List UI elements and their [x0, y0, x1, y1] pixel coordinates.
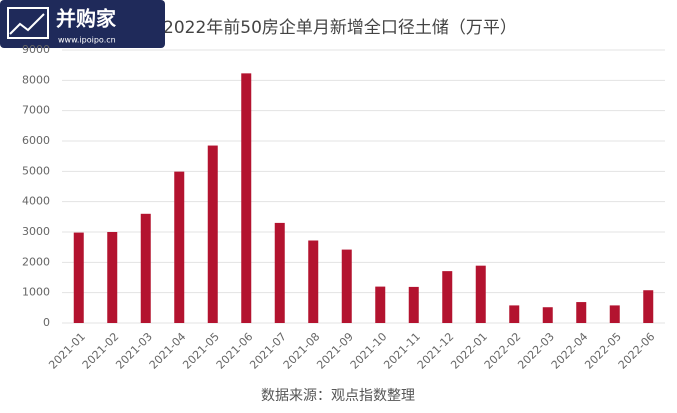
y-tick-label: 2000: [22, 255, 50, 268]
y-tick-label: 3000: [22, 225, 50, 238]
bar: [408, 286, 419, 323]
y-tick-label: 1000: [22, 286, 50, 299]
logo-box: [0, 0, 165, 48]
x-tick-label: 2022-06: [616, 330, 658, 372]
bar: [174, 171, 185, 323]
bar: [308, 240, 319, 323]
logo-icon: [7, 7, 49, 39]
bar: [375, 286, 386, 323]
bar: [509, 305, 520, 323]
logo-url: www.ipoipo.cn: [58, 36, 116, 45]
y-tick-label: 4000: [22, 195, 50, 208]
bar: [107, 232, 118, 323]
logo-icon: [9, 13, 45, 35]
bar: [73, 232, 84, 323]
bar: [207, 145, 218, 323]
y-tick-label: 8000: [22, 73, 50, 86]
bar: [643, 290, 654, 323]
y-tick-label: 5000: [22, 164, 50, 177]
bar: [475, 265, 486, 323]
bar: [241, 73, 252, 324]
bar: [140, 213, 151, 323]
source-note: 数据来源：观点指数整理: [261, 388, 415, 404]
y-tick-label: 9000: [22, 43, 50, 56]
y-tick-label: 7000: [22, 104, 50, 117]
y-tick-label: 6000: [22, 134, 50, 147]
bar: [542, 307, 553, 323]
bar: [609, 305, 620, 323]
chart-title: 2022年前50房企单月新增全口径土储（万平）: [163, 18, 517, 38]
bar: [442, 271, 453, 323]
y-tick-label: 0: [43, 316, 50, 329]
logo-name: 并购家: [56, 7, 117, 31]
bar: [576, 302, 587, 323]
bar: [274, 222, 285, 323]
bar: [341, 249, 352, 323]
